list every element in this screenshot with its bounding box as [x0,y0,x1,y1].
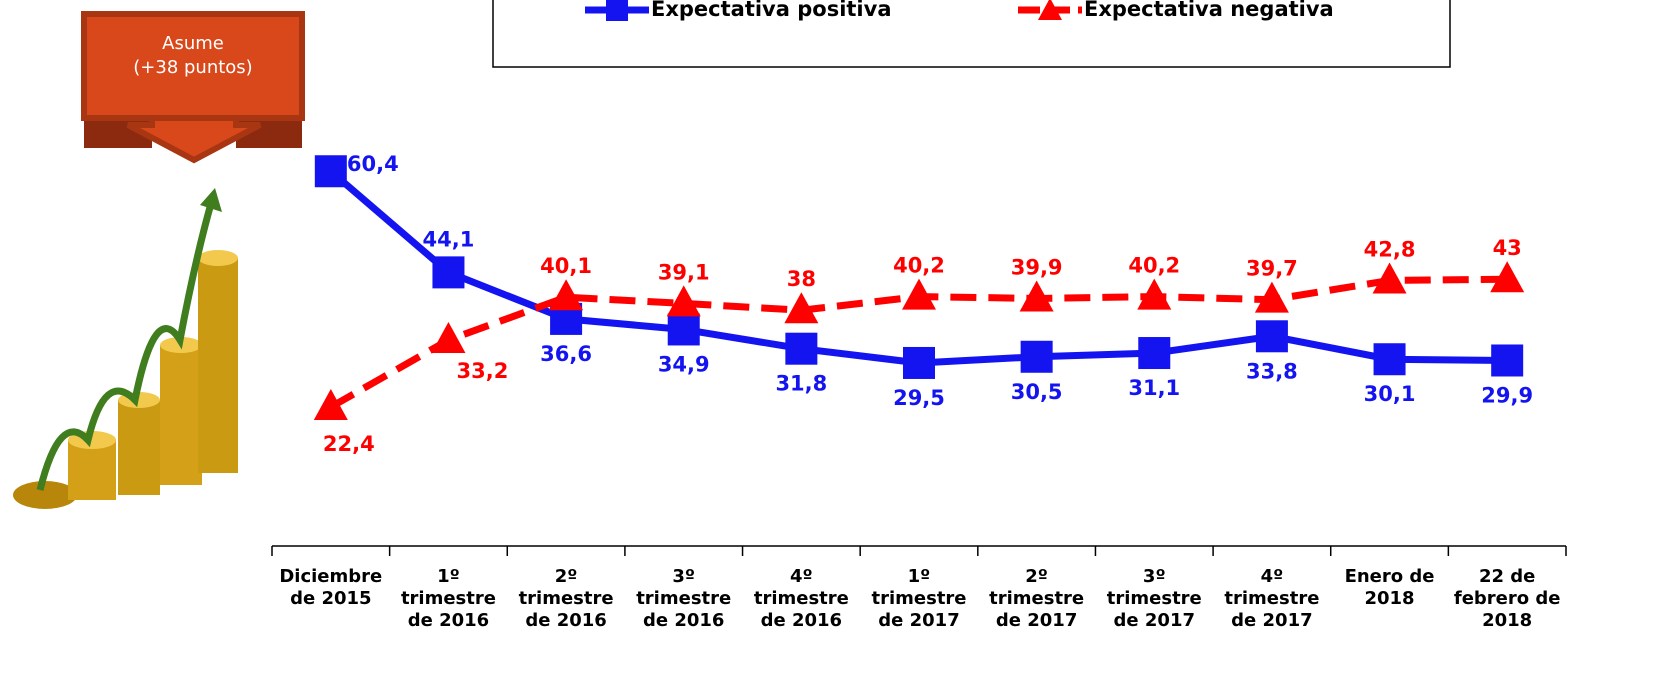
marker [432,256,465,289]
callout-text: Asume (+38 puntos) [133,33,253,78]
marker [1137,278,1172,310]
data-label: 22,4 [323,432,375,456]
data-label: 40,2 [1128,254,1180,278]
x-tick-label: Enero de 2018 [1344,566,1435,609]
marker [1255,320,1288,353]
marker [785,332,818,365]
data-label: 36,6 [540,342,592,366]
data-label: 39,1 [658,260,710,284]
legend-marker [606,0,628,21]
marker [1138,337,1171,370]
data-label: 40,1 [540,254,592,278]
marker [313,389,348,421]
marker [903,346,935,379]
data-label: 33,2 [457,359,509,383]
x-tick-label: 1º trimestre de 2017 [871,566,967,631]
marker [1019,280,1054,312]
marker [431,322,466,354]
data-label: 39,7 [1246,257,1298,281]
x-tick-label: 4º trimestre de 2016 [753,566,849,631]
data-label: 31,8 [775,372,827,396]
data-label: 39,9 [1011,255,1063,279]
marker [1254,281,1289,313]
data-label: 31,1 [1128,376,1180,400]
x-tick-label: 1º trimestre de 2016 [400,566,496,631]
legend-label: Expectativa negativa [1084,0,1334,21]
callout-shape [81,11,305,164]
x-tick-label: 3º trimestre de 2016 [636,566,732,631]
data-label: 42,8 [1364,237,1416,261]
x-tick-label: 4º trimestre de 2017 [1224,566,1320,631]
data-label: 33,8 [1246,359,1298,383]
data-label: 60,4 [347,152,399,176]
legend-marker [1038,0,1062,20]
marker [667,313,700,346]
legend-box [492,0,1451,68]
coins-illustration [13,188,238,509]
marker [1490,261,1525,293]
legend-label: Expectativa positiva [651,0,892,21]
marker [1372,262,1407,294]
x-tick-label: Diciembre de 2015 [279,566,383,609]
data-label: 40,2 [893,254,945,278]
marker [902,278,936,310]
data-label: 29,5 [893,386,945,410]
marker [666,285,701,317]
x-tick-label: 2º trimestre de 2017 [989,566,1085,631]
x-tick-label: 2º trimestre de 2016 [518,566,614,631]
data-label: 34,9 [658,352,710,376]
marker [1020,340,1053,373]
data-label: 29,9 [1481,383,1533,407]
x-tick-label: 3º trimestre de 2017 [1106,566,1202,631]
data-label: 30,5 [1011,380,1063,404]
marker [1373,343,1406,376]
data-label: 44,1 [423,227,475,251]
marker [784,292,819,324]
data-label: 30,1 [1364,382,1416,406]
x-tick-label: 22 de febrero de 2018 [1453,566,1561,631]
data-label: 38 [787,267,816,291]
data-label: 43 [1493,236,1522,260]
marker [549,279,584,311]
marker [314,155,347,188]
marker [1491,344,1524,377]
